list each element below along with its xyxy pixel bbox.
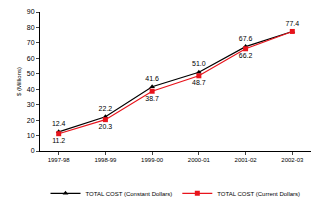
svg-text:10: 10 [27,132,35,139]
svg-text:2002-03: 2002-03 [281,157,304,163]
svg-text:1998-99: 1998-99 [94,157,117,163]
svg-text:0: 0 [31,147,35,154]
svg-text:$ (Millions): $ (Millions) [16,67,22,96]
svg-text:70: 70 [27,39,35,46]
svg-text:2000-01: 2000-01 [188,157,211,163]
svg-text:77.4: 77.4 [285,20,299,27]
svg-text:50: 50 [27,70,35,77]
svg-text:67.6: 67.6 [239,35,253,42]
svg-text:38.7: 38.7 [145,95,159,102]
svg-text:20.3: 20.3 [99,123,113,130]
svg-text:TOTAL COST (Constant Dollars): TOTAL COST (Constant Dollars) [86,191,173,197]
svg-text:51.0: 51.0 [192,60,206,67]
svg-text:2001-02: 2001-02 [235,157,258,163]
svg-text:1999-00: 1999-00 [141,157,164,163]
svg-text:30: 30 [27,101,35,108]
svg-text:41.6: 41.6 [145,75,159,82]
svg-text:12.4: 12.4 [52,120,66,127]
svg-text:22.2: 22.2 [99,105,113,112]
svg-text:40: 40 [27,86,35,93]
svg-text:90: 90 [27,8,35,15]
svg-text:TOTAL COST (Current Dollars): TOTAL COST (Current Dollars) [217,191,300,197]
svg-text:48.7: 48.7 [192,79,206,86]
svg-text:60: 60 [27,55,35,62]
svg-text:11.2: 11.2 [52,137,65,144]
svg-text:1997-98: 1997-98 [48,157,71,163]
svg-text:20: 20 [27,117,35,124]
svg-text:66.2: 66.2 [239,52,253,59]
svg-text:80: 80 [27,24,35,31]
